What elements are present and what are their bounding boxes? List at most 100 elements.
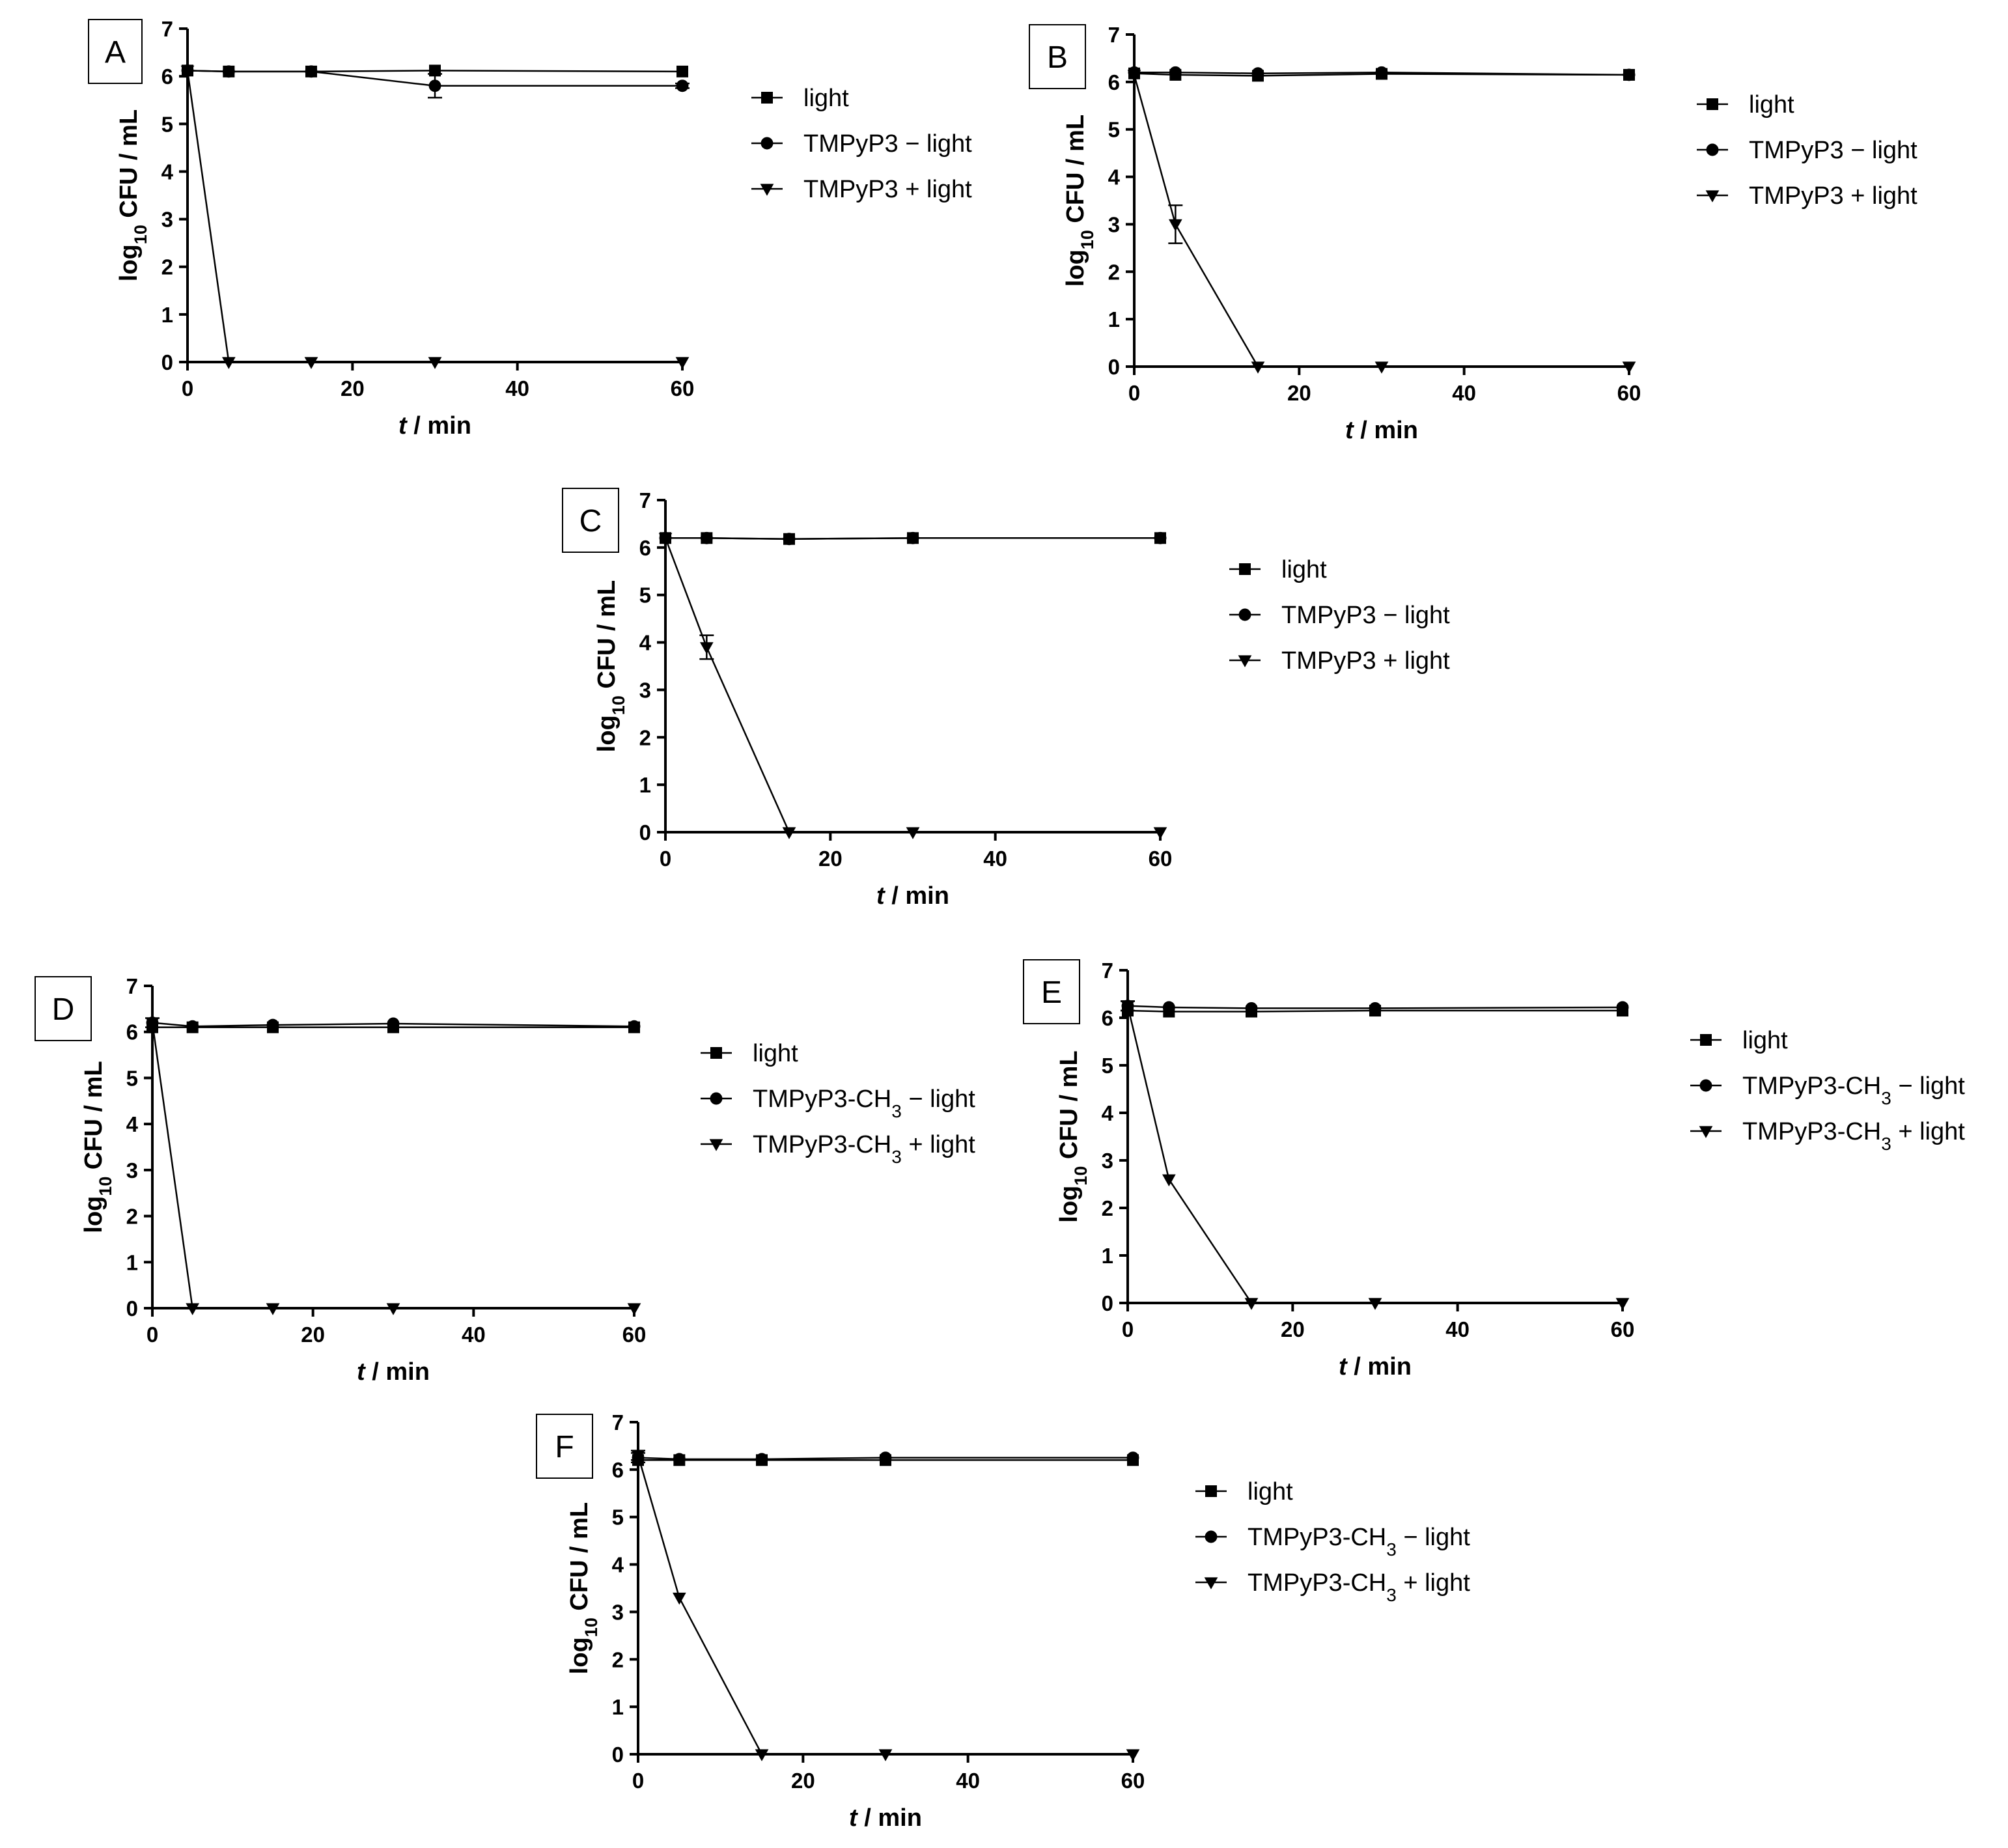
data-point: [783, 533, 796, 546]
y-axis-title-log: log: [80, 1196, 107, 1233]
legend-text: TMPyP3 + light: [1749, 182, 1917, 210]
data-point: [1251, 361, 1265, 374]
data-point: [878, 1749, 893, 1761]
y-tick-label: 4: [1108, 165, 1121, 189]
panel-d: D 0 1 2 3 4 5 6 7 0 20 40 60 t / min log10 CFU / mL lig…: [35, 974, 975, 1386]
legend-item: TMPyP3-CH3 − light: [701, 1085, 975, 1121]
x-axis-title-unit: / min: [407, 412, 471, 440]
x-axis-title-unit: / min: [885, 882, 949, 910]
legend-subscript: 3: [1386, 1539, 1397, 1560]
panel-b: B 0 1 2 3 4 5 6 7 0 20 40 60 t / min log10 CFU / mL lig…: [1029, 23, 1917, 444]
y-tick-label: 2: [126, 1205, 138, 1229]
y-tick-label: 3: [639, 678, 651, 702]
legend-text: TMPyP3 + light: [803, 176, 972, 203]
y-tick-label: 1: [612, 1695, 624, 1719]
data-point: [428, 357, 442, 369]
data-point: [631, 1450, 645, 1463]
y-tick-label: 7: [612, 1410, 624, 1435]
legend-marker: [1238, 608, 1251, 621]
legend-text: TMPyP3-CH: [1742, 1072, 1881, 1100]
y-axis-title-log: log: [566, 1637, 593, 1674]
legend-marker: [709, 1139, 723, 1151]
data-point: [673, 1453, 686, 1466]
y-tick-label: 1: [639, 773, 651, 797]
data-point: [672, 1592, 686, 1605]
x-tick-label: 20: [301, 1323, 325, 1347]
data-point: [675, 357, 690, 369]
y-tick-label: 7: [1108, 23, 1120, 47]
y-tick-label: 4: [126, 1112, 139, 1136]
legend-label: TMPyP3 + light: [1281, 647, 1450, 675]
legend-subscript: 3: [1881, 1088, 1891, 1108]
legend-item: TMPyP3 + light: [1697, 182, 1917, 210]
data-point: [1121, 1001, 1135, 1013]
y-tick-label: 1: [126, 1250, 138, 1274]
x-tick-label: 0: [182, 376, 193, 400]
legend-label: light: [803, 85, 849, 112]
legend-marker: [1699, 1079, 1712, 1092]
data-point: [1616, 1001, 1629, 1014]
x-tick-label: 60: [1617, 381, 1641, 405]
y-tick-label: 7: [161, 17, 173, 41]
x-axis-title: t / min: [849, 1804, 922, 1832]
y-axis-title-sub: 10: [1078, 230, 1097, 249]
data-point: [879, 1451, 892, 1464]
legend-marker: [1205, 1485, 1217, 1497]
legend-marker: [710, 1092, 723, 1105]
y-tick-label: 6: [1108, 70, 1120, 94]
y-tick-label: 3: [161, 208, 173, 232]
panel-label: F: [555, 1430, 574, 1464]
data-point: [266, 1018, 279, 1031]
y-tick-label: 3: [1108, 212, 1120, 236]
data-point: [1368, 1298, 1382, 1310]
panel-label: D: [52, 992, 75, 1027]
data-point: [1622, 361, 1636, 374]
x-axis-title-var: t: [357, 1358, 366, 1386]
legend-marker: [1239, 563, 1251, 575]
y-tick-label: 7: [1102, 959, 1113, 983]
x-axis-title: t / min: [1345, 417, 1418, 444]
y-axis-title-sub: 10: [609, 695, 628, 715]
panel-a: A 0 1 2 3 4 5 6 7 0 20 40 60 t / min log10 CFU / mL lig…: [88, 17, 972, 440]
y-tick-label: 1: [161, 303, 173, 327]
data-point: [1169, 66, 1182, 79]
y-tick-label: 3: [1102, 1149, 1113, 1173]
data-point: [305, 65, 318, 78]
series-triangle-down: [145, 1017, 641, 1315]
data-point: [1251, 67, 1264, 80]
y-tick-label: 4: [639, 631, 652, 655]
data-point: [700, 531, 713, 544]
x-tick-label: 0: [660, 847, 671, 871]
y-axis-title-log: log: [593, 715, 621, 752]
y-tick-label: 6: [126, 1020, 138, 1044]
legend-subscript: 3: [891, 1101, 902, 1121]
legend-label: TMPyP3 + light: [1749, 182, 1917, 210]
data-point: [222, 65, 235, 78]
series-line: [186, 70, 682, 363]
legend-marker: [761, 92, 773, 104]
y-tick-label: 3: [612, 1600, 624, 1624]
legend-label: TMPyP3 − light: [803, 130, 972, 158]
x-tick-label: 20: [818, 847, 843, 871]
legend-item: light: [751, 85, 849, 112]
panel-label: A: [105, 35, 126, 70]
x-tick-label: 60: [1149, 847, 1173, 871]
legend-item: TMPyP3-CH3 + light: [701, 1131, 975, 1167]
y-axis-title: log10 CFU / mL: [80, 1061, 115, 1233]
data-point: [387, 1017, 400, 1030]
y-axis-title-log: log: [1062, 249, 1089, 287]
panel-c: C 0 1 2 3 4 5 6 7 0 20 40 60 t / min log10 CFU / mL lig…: [562, 488, 1450, 910]
legend-label: TMPyP3-CH3 + light: [1742, 1118, 1965, 1154]
data-point: [145, 1017, 160, 1030]
legend-label: light: [1248, 1478, 1293, 1505]
legend-item: TMPyP3-CH3 + light: [1195, 1569, 1470, 1605]
panel-label-box: [88, 19, 143, 84]
legend-label: TMPyP3-CH3 + light: [1248, 1569, 1470, 1605]
x-tick-label: 40: [462, 1323, 486, 1347]
y-tick-label: 5: [612, 1505, 624, 1530]
legend-marker: [1705, 190, 1720, 203]
x-tick-label: 40: [956, 1769, 980, 1793]
data-point: [1162, 1174, 1176, 1186]
series-triangle-down: [1121, 1000, 1630, 1310]
y-axis-title: log10 CFU / mL: [566, 1502, 601, 1674]
